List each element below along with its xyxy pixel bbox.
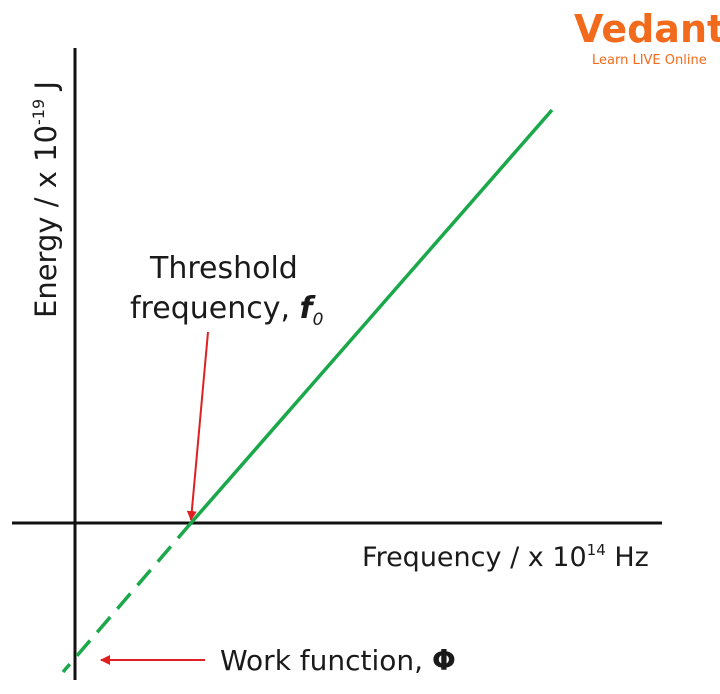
logo-name: Vedantu — [574, 7, 720, 51]
threshold-frequency-annotation: Threshold frequency, f0 — [130, 251, 323, 521]
x-axis-label-exponent: 14 — [587, 541, 606, 559]
logo-tagline: Learn LIVE Online — [592, 53, 707, 68]
x-axis-label: Frequency / x 1014 Hz — [362, 541, 649, 573]
y-axis-label-main: Energy / x 10 — [29, 125, 63, 318]
threshold-label-text: frequency, — [130, 291, 300, 326]
work-function-label: Work function, Φ — [220, 644, 456, 677]
x-axis-label-main: Frequency / x 10 — [362, 542, 587, 573]
threshold-symbol: f — [300, 291, 317, 326]
y-axis-label-exponent: -19 — [29, 99, 48, 125]
threshold-label-line1: Threshold — [149, 251, 298, 286]
work-function-annotation: Work function, Φ — [100, 644, 456, 677]
y-axis-label: Energy / x 10-19 J — [29, 81, 63, 318]
work-function-text: Work function, — [220, 644, 432, 677]
threshold-arrow — [186, 331, 209, 521]
y-axis-label-unit: J — [29, 81, 63, 99]
x-axis-label-unit: Hz — [606, 542, 649, 573]
energy-line-solid — [189, 108, 554, 525]
threshold-label-line2: frequency, f0 — [130, 291, 323, 330]
energy-line-dashed-extrapolation — [61, 521, 193, 674]
vedantu-logo: Vedantu Learn LIVE Online — [574, 7, 720, 68]
threshold-subscript: 0 — [313, 310, 324, 330]
work-function-symbol: Φ — [432, 644, 456, 677]
